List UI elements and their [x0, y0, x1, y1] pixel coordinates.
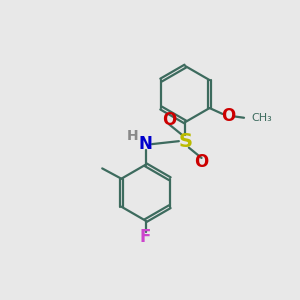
Text: CH₃: CH₃ — [251, 113, 272, 123]
Text: F: F — [140, 228, 151, 246]
Text: S: S — [178, 132, 192, 151]
Text: O: O — [162, 111, 176, 129]
Text: O: O — [194, 153, 209, 171]
Text: O: O — [221, 107, 235, 125]
Text: H: H — [127, 129, 138, 143]
Text: N: N — [139, 135, 152, 153]
